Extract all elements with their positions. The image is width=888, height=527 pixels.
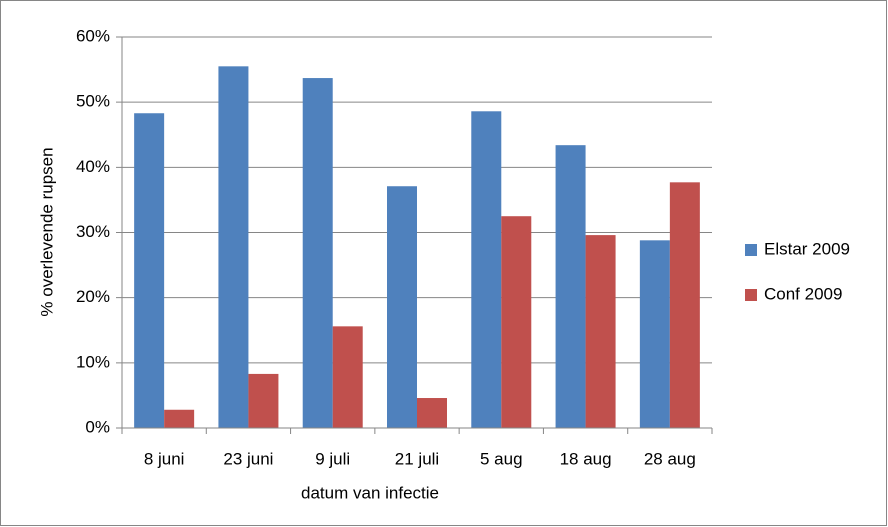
legend-label: Elstar 2009 (764, 239, 850, 258)
y-tick-label: 10% (76, 352, 110, 371)
y-tick-label: 30% (76, 222, 110, 241)
y-tick-label: 60% (76, 26, 110, 45)
bar (218, 66, 249, 428)
x-tick-label: 5 aug (480, 449, 523, 468)
y-tick-label: 20% (76, 287, 110, 306)
bar (332, 326, 363, 428)
legend-swatch (745, 289, 757, 301)
legend-label: Conf 2009 (764, 284, 842, 303)
bar (417, 398, 447, 428)
bar (387, 186, 417, 428)
bar (669, 182, 700, 428)
y-axis-label: % overlevende rupsen (37, 147, 56, 316)
x-tick-label: 23 juni (223, 449, 273, 468)
y-tick-label: 40% (76, 157, 110, 176)
bar (555, 145, 586, 428)
bar (501, 216, 532, 428)
bar (248, 373, 279, 428)
legend-swatch (745, 244, 757, 256)
bar (585, 235, 616, 428)
x-axis-label: datum van infectie (301, 483, 439, 502)
x-tick-label: 8 juni (144, 449, 185, 468)
bar (639, 240, 670, 428)
x-tick-label: 9 juli (315, 449, 350, 468)
bar (302, 78, 333, 429)
x-tick-label: 28 aug (644, 449, 696, 468)
bar (471, 111, 502, 428)
bar (134, 113, 165, 429)
y-tick-label: 50% (76, 92, 110, 111)
bar (164, 409, 195, 428)
x-tick-label: 18 aug (560, 449, 612, 468)
y-tick-label: 0% (85, 417, 110, 436)
x-tick-label: 21 juli (395, 449, 439, 468)
